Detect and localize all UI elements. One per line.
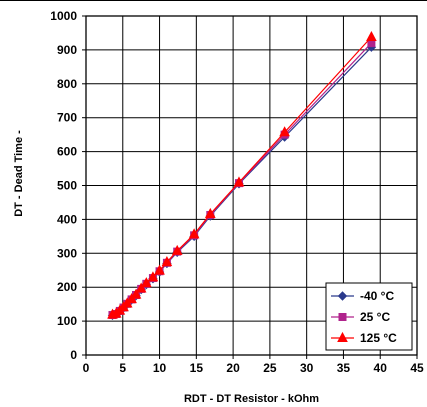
data-point xyxy=(366,30,377,42)
x-tick-label: 20 xyxy=(226,361,240,375)
legend: -40 °C 25 °C 125 °C xyxy=(325,282,413,351)
y-tick-label: 0 xyxy=(70,348,77,362)
data-point xyxy=(204,207,216,218)
x-axis-title: RDT - DT Resistor - kOhm xyxy=(184,393,319,405)
y-tick-label: 200 xyxy=(57,280,77,294)
x-tick-label: 10 xyxy=(153,361,167,375)
series-line xyxy=(112,36,372,316)
y-tick-label: 1000 xyxy=(50,9,77,23)
legend-label: -40 °C xyxy=(360,289,394,303)
data-point xyxy=(188,228,200,239)
y-tick-label: 700 xyxy=(57,111,77,125)
y-tick-label: 600 xyxy=(57,145,77,159)
x-tick-label: 5 xyxy=(119,361,126,375)
x-tick-label: 30 xyxy=(300,361,314,375)
y-tick-label: 100 xyxy=(57,314,77,328)
y-tick-label: 300 xyxy=(57,246,77,260)
y-tick-label: 400 xyxy=(57,212,77,226)
y-tick-label: 500 xyxy=(57,179,77,193)
legend-marker xyxy=(337,291,348,301)
x-tick-label: 15 xyxy=(190,361,204,375)
y-axis-title: DT - Dead Time - xyxy=(13,130,25,217)
series xyxy=(107,30,377,321)
series-2 xyxy=(107,30,377,319)
x-tick-label: 25 xyxy=(263,361,277,375)
data-point xyxy=(154,264,165,275)
y-tick-label: 800 xyxy=(57,77,77,91)
x-tick-label: 0 xyxy=(83,361,90,375)
data-point xyxy=(140,277,152,288)
x-tick-label: 45 xyxy=(410,361,424,375)
y-tick-label: 900 xyxy=(57,43,77,57)
data-point xyxy=(161,256,173,267)
axes: 0 5 10 15 20 25 30 35 40 45 0 100 200 300 400 500 600 700… xyxy=(50,9,424,375)
data-point xyxy=(279,126,290,137)
data-point xyxy=(135,282,147,293)
legend-label: 125 °C xyxy=(360,331,397,345)
data-point xyxy=(233,176,245,187)
legend-marker xyxy=(337,331,348,342)
legend-label: 25 °C xyxy=(360,310,390,324)
x-tick-label: 35 xyxy=(337,361,351,375)
legend-marker xyxy=(338,313,347,321)
x-tick-label: 40 xyxy=(374,361,388,375)
data-point xyxy=(130,288,142,299)
data-point xyxy=(147,271,159,282)
data-point xyxy=(171,244,183,255)
